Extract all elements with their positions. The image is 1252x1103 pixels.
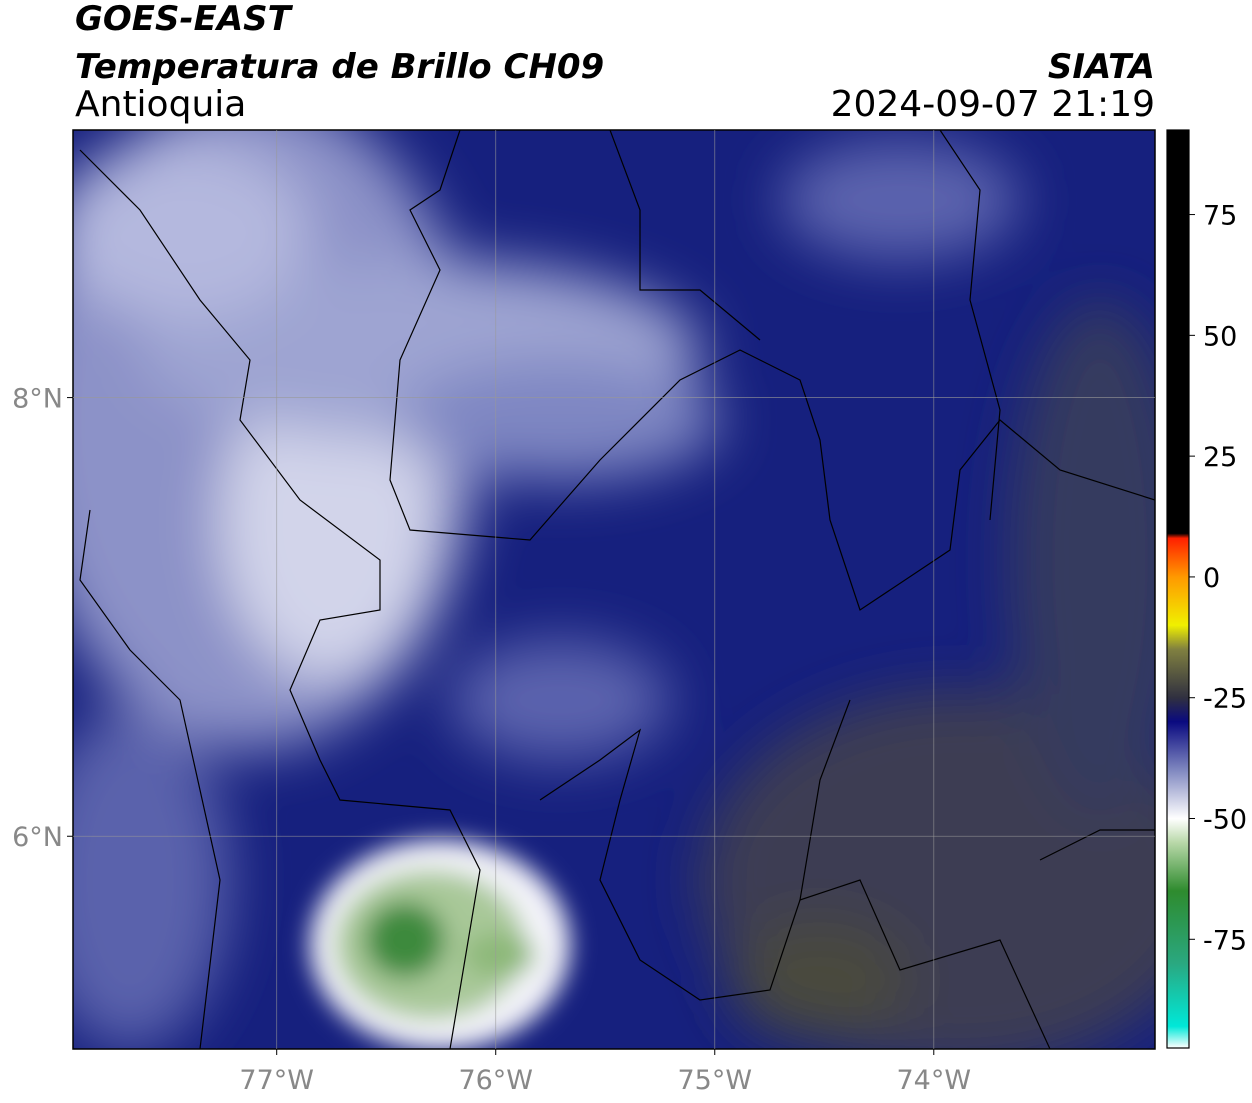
colorbar	[1166, 129, 1190, 1049]
title: GOES-EAST	[75, 0, 294, 39]
datetime: 2024-09-07 21:19	[831, 84, 1155, 125]
x-tick-label: 77°W	[239, 1065, 314, 1096]
region: Antioquia	[75, 84, 246, 125]
satellite-image	[73, 130, 1155, 1049]
subtitle: Temperatura de Brillo CH09	[75, 47, 604, 87]
colorbar-tick-label: 75	[1203, 201, 1237, 232]
x-tick-label: 75°W	[677, 1065, 752, 1096]
y-tick-label: 6°N	[12, 822, 63, 853]
x-tick-label: 74°W	[897, 1065, 972, 1096]
y-tick-label: 8°N	[12, 384, 63, 415]
colorbar-tick-label: -75	[1203, 925, 1247, 956]
colorbar-tick-label: 25	[1203, 442, 1237, 473]
colorbar-tick-label: -50	[1203, 805, 1247, 836]
colorbar-tick-label: 50	[1203, 321, 1237, 352]
source: SIATA	[1048, 47, 1155, 87]
colorbar-tick-label: -25	[1203, 684, 1247, 715]
map-frame	[72, 129, 1156, 1050]
x-tick-label: 76°W	[458, 1065, 533, 1096]
colorbar-tick-label: 0	[1203, 563, 1220, 594]
